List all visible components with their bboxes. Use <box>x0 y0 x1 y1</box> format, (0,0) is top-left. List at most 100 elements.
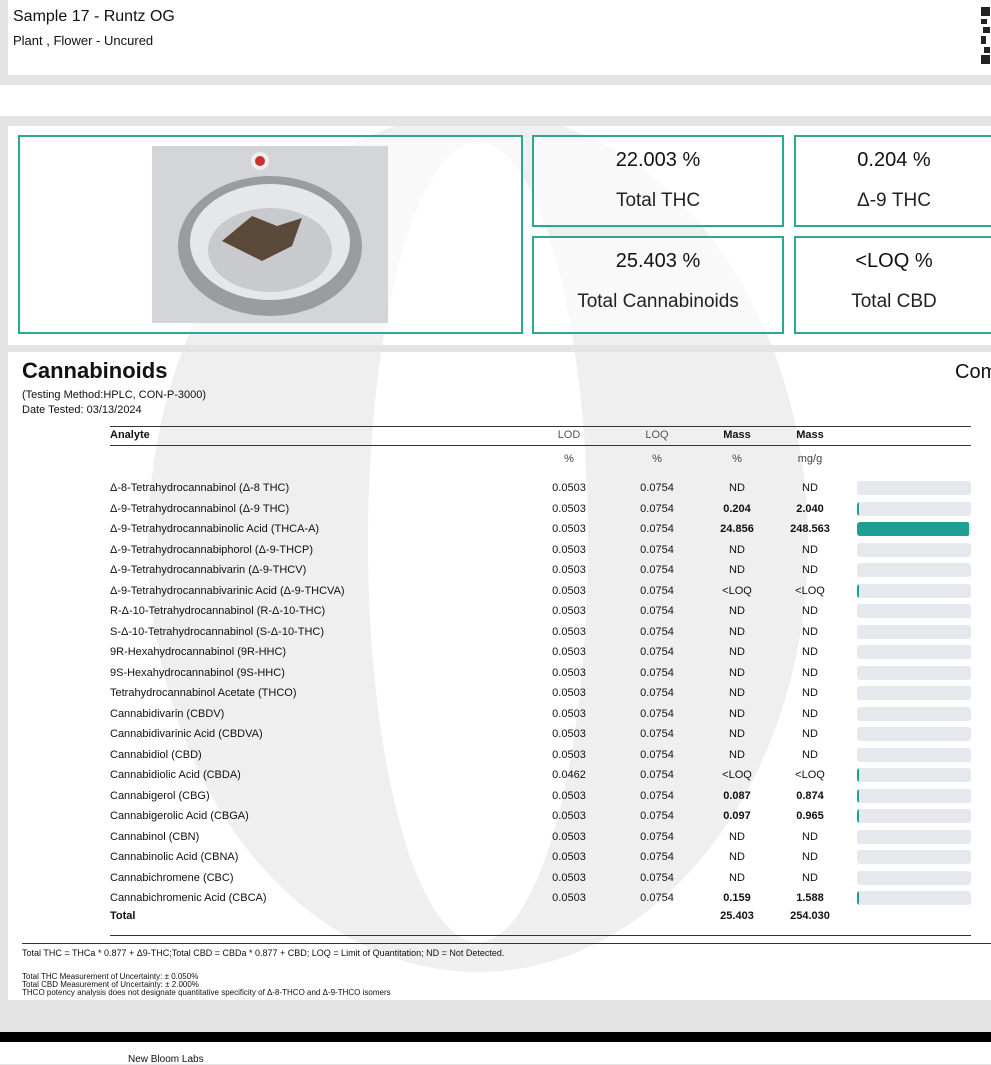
analyte-name: Cannabigerolic Acid (CBGA) <box>110 810 249 822</box>
analyte-value: 0.0754 <box>640 625 674 638</box>
analyte-name: Cannabidivarin (CBDV) <box>110 707 225 720</box>
table-rule <box>110 935 971 936</box>
bar-track <box>857 665 971 680</box>
analyte-name: Cannabidiolic Acid (CBDA) <box>110 769 241 781</box>
analyte-name: R-Δ-10-Tetrahydrocannabinol (R-Δ-10-THC) <box>110 605 326 617</box>
note: THCO potency analysis does not designate… <box>22 988 391 997</box>
analyte-value: 0.0503 <box>552 502 586 515</box>
bar-track <box>857 645 971 659</box>
column-header: LOD <box>557 429 581 441</box>
column-header: Mass <box>723 429 751 441</box>
bar-track <box>857 522 971 536</box>
analyte-value: ND <box>802 482 818 494</box>
analyte-value: 0.0754 <box>640 646 674 658</box>
bar <box>857 809 859 823</box>
summary-box: <LOQ % Total CBD <box>794 236 991 334</box>
analyte-value: 248.563 <box>790 523 830 535</box>
analyte-name: 9R-Hexahydrocannabinol (9R-HHC) <box>110 646 287 658</box>
analyte-value: 0.0754 <box>640 769 674 781</box>
analyte-value: ND <box>729 871 745 884</box>
main-card <box>8 352 991 1000</box>
analyte-value: 0.0503 <box>552 605 586 617</box>
analyte-value: ND <box>729 605 745 617</box>
analyte-value: 0.204 <box>723 502 751 515</box>
analyte-value: 0.0503 <box>552 543 586 556</box>
footer-bar <box>0 1032 991 1042</box>
date-tested: Date Tested: 03/13/2024 <box>22 404 142 416</box>
analyte-value: ND <box>729 646 745 658</box>
summary-value: 0.204 % <box>857 149 931 171</box>
analyte-value: ND <box>729 564 745 576</box>
analyte-value: ND <box>729 666 745 679</box>
bar-track <box>857 747 971 762</box>
bar <box>857 891 859 905</box>
analyte-value: 0.0503 <box>552 687 586 699</box>
note: Total CBD Measurement of Uncertainty: ± … <box>22 980 199 989</box>
bar-track <box>857 788 971 803</box>
analyte-value: 0.874 <box>796 789 824 802</box>
analyte-value: 0.0503 <box>552 564 586 576</box>
analyte-name: Δ-9-Tetrahydrocannabivarin (Δ-9-THCV) <box>110 564 307 576</box>
analyte-name: Cannabinol (CBN) <box>110 830 200 843</box>
summary-label: Total THC <box>615 190 701 211</box>
analyte-value: ND <box>729 830 745 843</box>
gray-bottom <box>0 1000 991 1032</box>
analyte-value: 0.0503 <box>552 871 586 884</box>
bar-track <box>857 706 971 721</box>
summary-value: <LOQ % <box>855 250 933 272</box>
analyte-value: 24.856 <box>720 523 754 535</box>
footer-lab: New Bloom Labs <box>128 1054 204 1065</box>
sample-image-box <box>18 135 523 334</box>
bar-track <box>857 583 971 598</box>
analyte-value: 0.0754 <box>640 502 674 515</box>
analyte-value: 0.0503 <box>552 666 586 679</box>
footer-area <box>0 1042 991 1064</box>
summary-box: 25.403 % Total Cannabinoids <box>532 236 784 334</box>
summary-label: Total CBD <box>851 291 937 312</box>
bar-track <box>857 829 971 844</box>
analyte-value: 0.097 <box>723 810 751 822</box>
bar-track <box>857 501 971 516</box>
analyte-value: 0.0503 <box>552 830 586 843</box>
total-value: 25.403 <box>720 910 754 922</box>
analyte-value: ND <box>802 564 818 576</box>
analyte-value: ND <box>729 748 745 761</box>
analyte-value: 0.0503 <box>552 707 586 720</box>
analyte-value: 0.0503 <box>552 892 586 904</box>
bar-track <box>857 850 971 864</box>
analyte-value: 0.159 <box>723 892 751 904</box>
analyte-value: 0.0503 <box>552 748 586 761</box>
analyte-value: ND <box>802 830 818 843</box>
table-rule <box>110 426 971 427</box>
analyte-value: 0.0503 <box>552 584 586 597</box>
bar-track <box>857 686 971 700</box>
analyte-value: 0.0754 <box>640 830 674 843</box>
analyte-name: Tetrahydrocannabinol Acetate (THCO) <box>110 687 297 699</box>
analyte-value: 0.0754 <box>640 666 674 679</box>
analyte-value: <LOQ <box>795 584 825 597</box>
analyte-value: ND <box>802 851 818 863</box>
summary-box: 0.204 % Δ-9 THC <box>794 135 991 227</box>
analyte-name: Cannabichromenic Acid (CBCA) <box>110 892 267 904</box>
analyte-value: ND <box>802 666 818 679</box>
header-card: Sample 17 - Runtz OG Plant , Flower - Un… <box>8 0 991 75</box>
analyte-value: <LOQ <box>722 769 752 781</box>
analyte-value: 0.0754 <box>640 523 674 535</box>
analyte-value: ND <box>802 748 818 761</box>
analyte-name: Cannabidivarinic Acid (CBDVA) <box>110 728 263 740</box>
bar-track <box>857 542 971 557</box>
analyte-value: ND <box>729 482 745 494</box>
analyte-value: <LOQ <box>795 769 825 781</box>
bar <box>857 501 859 516</box>
analyte-value: ND <box>802 687 818 699</box>
analyte-name: Δ-9-Tetrahydrocannabinolic Acid (THCA-A) <box>110 523 320 535</box>
summary-label: Δ-9 THC <box>857 190 931 211</box>
bar <box>857 522 969 536</box>
analyte-value: 0.0503 <box>552 482 586 494</box>
table-rule <box>110 445 971 446</box>
analyte-value: ND <box>729 687 745 699</box>
summary-box: 22.003 % Total THC <box>532 135 784 227</box>
bar-track <box>857 624 971 639</box>
analyte-value: 0.0754 <box>640 851 674 863</box>
